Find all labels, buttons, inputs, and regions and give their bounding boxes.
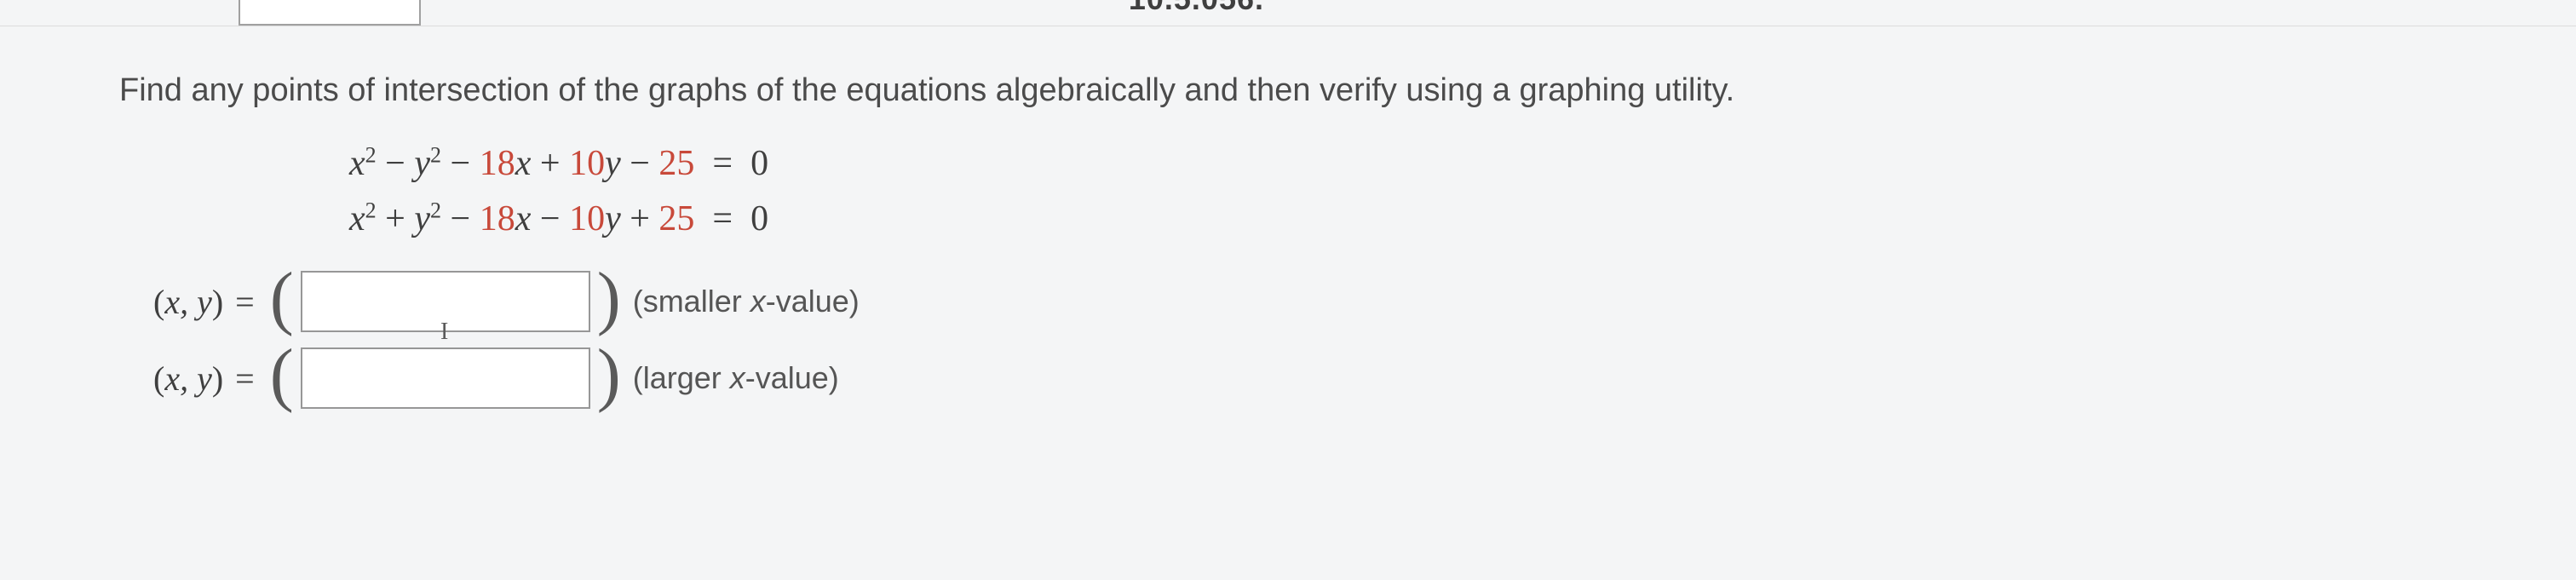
hint-larger: (larger x-value) (633, 360, 839, 396)
lhs-label: (x, y) (153, 282, 223, 322)
equals-sign: = (235, 359, 255, 399)
question-prompt: Find any points of intersection of the g… (119, 69, 2457, 112)
paren-close-icon: ) (597, 350, 621, 400)
cutoff-header: 10.5.056. (0, 0, 2576, 26)
paren-close-icon: ) (597, 273, 621, 324)
answer-input-larger[interactable] (301, 347, 590, 409)
paren-open-icon: ( (270, 350, 294, 400)
paren-open-icon: ( (270, 273, 294, 324)
text-caret-icon: I (440, 319, 450, 346)
answer-row-smaller: (x, y) = ( I ) (smaller x-value) (153, 271, 2457, 332)
equation-1: x2 − y2 − 18x + 10y − 25 = 0 (349, 136, 2457, 192)
answer-row-larger: (x, y) = ( ) (larger x-value) (153, 347, 2457, 409)
question-body: Find any points of intersection of the g… (0, 35, 2576, 458)
equation-2: x2 + y2 − 18x − 10y + 25 = 0 (349, 192, 2457, 247)
equations-block: x2 − y2 − 18x + 10y − 25 = 0 x2 + y2 − 1… (349, 136, 2457, 247)
equals-sign: = (235, 282, 255, 322)
lhs-label: (x, y) (153, 359, 223, 399)
cutoff-input-box (239, 0, 421, 26)
answer-input-smaller[interactable]: I (301, 271, 590, 332)
cutoff-fragment: 10.5.056. (1129, 0, 1264, 17)
answer-rows: (x, y) = ( I ) (smaller x-value) (x, y) … (153, 271, 2457, 409)
hint-smaller: (smaller x-value) (633, 284, 860, 319)
